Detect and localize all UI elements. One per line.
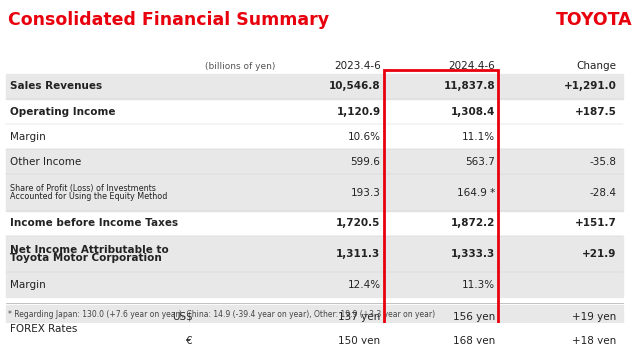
Text: 599.6: 599.6	[351, 157, 381, 167]
Text: +1,291.0: +1,291.0	[563, 82, 616, 92]
Text: FOREX Rates: FOREX Rates	[10, 324, 77, 334]
Text: Income before Income Taxes: Income before Income Taxes	[10, 218, 178, 228]
Text: 12.4%: 12.4%	[348, 280, 381, 290]
Text: 1,720.5: 1,720.5	[336, 218, 381, 228]
Text: 11.1%: 11.1%	[462, 132, 495, 142]
Text: 11.3%: 11.3%	[462, 280, 495, 290]
Text: 1,308.4: 1,308.4	[451, 107, 495, 117]
Text: +21.9: +21.9	[582, 249, 616, 259]
Bar	[6, 149, 623, 174]
Bar	[384, 70, 499, 344]
Text: +151.7: +151.7	[575, 218, 616, 228]
Bar	[6, 272, 623, 298]
Text: 11,837.8: 11,837.8	[444, 82, 495, 92]
Text: -35.8: -35.8	[589, 157, 616, 167]
Text: Operating Income: Operating Income	[10, 107, 115, 117]
Text: Consolidated Financial Summary: Consolidated Financial Summary	[8, 11, 329, 29]
Text: 150 yen: 150 yen	[339, 336, 381, 344]
Text: Change: Change	[576, 61, 616, 71]
Text: Other Income: Other Income	[10, 157, 81, 167]
Text: 1,120.9: 1,120.9	[337, 107, 381, 117]
Text: Sales Revenues: Sales Revenues	[10, 82, 102, 92]
Text: Margin: Margin	[10, 132, 45, 142]
Text: Margin: Margin	[10, 280, 45, 290]
Text: Accounted for Using the Equity Method: Accounted for Using the Equity Method	[10, 192, 167, 201]
Text: 1,333.3: 1,333.3	[451, 249, 495, 259]
Text: 2024.4-6: 2024.4-6	[449, 61, 495, 71]
Bar	[6, 329, 623, 344]
Text: Net Income Attributable to: Net Income Attributable to	[10, 245, 168, 255]
Text: 137 yen: 137 yen	[339, 312, 381, 322]
Text: 1,311.3: 1,311.3	[336, 249, 381, 259]
Text: Toyota Motor Corporation: Toyota Motor Corporation	[10, 253, 161, 263]
Text: €: €	[186, 336, 193, 344]
Text: 10.6%: 10.6%	[348, 132, 381, 142]
Text: 1,872.2: 1,872.2	[451, 218, 495, 228]
Text: +187.5: +187.5	[575, 107, 616, 117]
Text: Share of Profit (Loss) of Investments: Share of Profit (Loss) of Investments	[10, 184, 156, 193]
Text: (billions of yen): (billions of yen)	[205, 62, 275, 71]
Text: 563.7: 563.7	[465, 157, 495, 167]
Text: TOYOTA: TOYOTA	[556, 11, 632, 29]
Bar	[6, 74, 623, 99]
Text: -28.4: -28.4	[589, 187, 616, 197]
Bar	[6, 236, 623, 272]
Text: +18 yen: +18 yen	[572, 336, 616, 344]
Bar	[6, 174, 623, 211]
Text: 168 yen: 168 yen	[453, 336, 495, 344]
Text: 2023.4-6: 2023.4-6	[334, 61, 381, 71]
Text: 10,546.8: 10,546.8	[329, 82, 381, 92]
Text: US$: US$	[172, 312, 193, 322]
Bar	[6, 305, 623, 329]
Text: 156 yen: 156 yen	[453, 312, 495, 322]
Text: * Regarding Japan: 130.0 (+7.6 year on year), China: 14.9 (-39.4 year on year), : * Regarding Japan: 130.0 (+7.6 year on y…	[8, 310, 435, 319]
Text: +19 yen: +19 yen	[572, 312, 616, 322]
Text: 193.3: 193.3	[351, 187, 381, 197]
Text: 164.9 *: 164.9 *	[457, 187, 495, 197]
